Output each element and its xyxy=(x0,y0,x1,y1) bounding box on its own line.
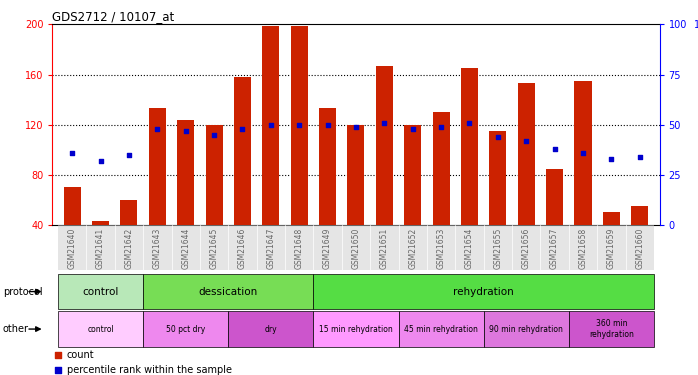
Point xyxy=(406,180,417,186)
Point xyxy=(407,126,418,132)
Bar xyxy=(58,274,143,309)
Point xyxy=(95,158,106,164)
Bar xyxy=(461,68,478,225)
Point xyxy=(180,128,191,134)
Bar xyxy=(342,225,370,270)
Text: 90 min rehydration: 90 min rehydration xyxy=(489,324,563,334)
Bar xyxy=(404,124,422,225)
Bar xyxy=(370,225,399,270)
Point xyxy=(406,311,417,317)
Point xyxy=(237,126,248,132)
Bar xyxy=(177,120,194,225)
Bar xyxy=(569,311,654,347)
Text: rehydration: rehydration xyxy=(453,286,514,297)
Bar xyxy=(518,83,535,225)
Bar xyxy=(574,81,591,225)
Bar xyxy=(484,225,512,270)
Bar xyxy=(512,225,540,270)
Text: count: count xyxy=(67,350,94,360)
Y-axis label: 100%: 100% xyxy=(695,20,698,30)
Bar xyxy=(58,225,87,270)
Bar xyxy=(143,225,172,270)
Text: protocol: protocol xyxy=(3,287,43,297)
Bar xyxy=(546,169,563,225)
Point xyxy=(464,120,475,126)
Text: other: other xyxy=(3,324,29,334)
Bar xyxy=(489,131,506,225)
Bar xyxy=(228,225,257,270)
Bar xyxy=(285,225,313,270)
Bar xyxy=(87,225,114,270)
Text: dessication: dessication xyxy=(199,286,258,297)
Bar xyxy=(597,225,625,270)
Text: control: control xyxy=(87,324,114,334)
Bar xyxy=(348,124,364,225)
Bar xyxy=(603,213,620,225)
Bar xyxy=(319,108,336,225)
Bar xyxy=(569,225,597,270)
Bar xyxy=(58,311,143,347)
Bar xyxy=(206,124,223,225)
Point xyxy=(209,132,220,138)
Bar xyxy=(376,66,393,225)
Point xyxy=(521,138,532,144)
Point xyxy=(549,146,560,152)
Text: percentile rank within the sample: percentile rank within the sample xyxy=(67,365,232,375)
Bar xyxy=(172,225,200,270)
Text: 15 min rehydration: 15 min rehydration xyxy=(319,324,393,334)
Bar xyxy=(64,188,81,225)
Point xyxy=(577,150,588,156)
Bar xyxy=(455,225,484,270)
Bar xyxy=(631,206,648,225)
Bar xyxy=(427,225,455,270)
Text: control: control xyxy=(82,286,119,297)
Point xyxy=(379,120,390,126)
Point xyxy=(606,156,617,162)
Bar xyxy=(114,225,143,270)
Bar xyxy=(484,311,569,347)
Bar xyxy=(313,274,654,309)
Bar xyxy=(228,311,313,347)
Bar xyxy=(262,26,279,225)
Bar xyxy=(143,311,228,347)
Point xyxy=(350,124,362,130)
Text: 45 min rehydration: 45 min rehydration xyxy=(404,324,478,334)
Point xyxy=(322,122,333,128)
Bar xyxy=(200,225,228,270)
Text: 360 min
rehydration: 360 min rehydration xyxy=(589,320,634,339)
Bar xyxy=(433,112,450,225)
Bar xyxy=(540,225,569,270)
Point xyxy=(151,126,163,132)
Bar xyxy=(149,108,166,225)
Point xyxy=(634,154,646,160)
Point xyxy=(436,124,447,130)
Point xyxy=(66,150,77,156)
Point xyxy=(492,134,503,140)
Bar xyxy=(313,225,342,270)
Bar xyxy=(399,311,484,347)
Point xyxy=(124,152,135,158)
Text: 50 pct dry: 50 pct dry xyxy=(166,324,205,334)
Point xyxy=(265,122,276,128)
Bar xyxy=(399,225,427,270)
Point xyxy=(294,122,305,128)
Bar xyxy=(313,311,399,347)
Bar xyxy=(290,26,308,225)
Text: GDS2712 / 10107_at: GDS2712 / 10107_at xyxy=(52,10,174,23)
Bar xyxy=(257,225,285,270)
Bar xyxy=(625,225,654,270)
Bar xyxy=(121,200,138,225)
Bar xyxy=(143,274,313,309)
Bar xyxy=(92,221,109,225)
Bar xyxy=(234,77,251,225)
Text: dry: dry xyxy=(265,324,277,334)
